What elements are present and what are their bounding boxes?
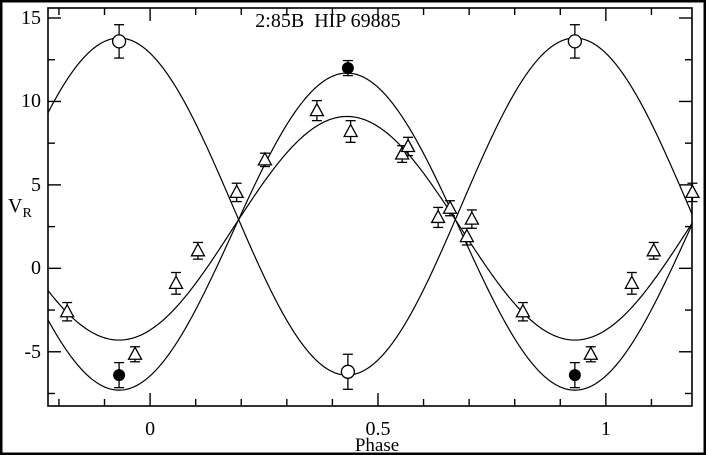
filled-circle-marker — [341, 62, 354, 75]
open-triangle-marker — [257, 151, 273, 166]
open-triangle-marker — [583, 345, 599, 360]
open-triangle-marker — [646, 242, 662, 257]
y-tick-label: -5 — [24, 340, 41, 363]
open-triangle-marker — [459, 228, 475, 243]
plot-frame — [47, 7, 693, 407]
y-axis-label-main: V — [8, 195, 23, 217]
open-triangle-marker — [309, 102, 325, 117]
open-triangle-marker — [464, 210, 480, 225]
open-triangle-marker — [229, 184, 245, 199]
open-circle-marker — [567, 34, 583, 49]
filled-circle-marker — [113, 369, 126, 382]
y-tick-label: 15 — [21, 7, 41, 29]
plot-title: 2:85B HIP 69885 — [255, 10, 401, 32]
open-triangle-marker — [515, 303, 531, 318]
open-triangle-marker — [442, 199, 458, 214]
primary-curve — [48, 37, 692, 376]
y-axis-label-subscript: R — [22, 206, 32, 221]
x-tick-label: 1 — [600, 418, 611, 440]
x-tick-label: 0.5 — [365, 418, 391, 440]
curves-layer — [48, 37, 692, 391]
open-triangle-marker — [127, 345, 143, 360]
filled-circle-marker — [568, 369, 581, 382]
x-tick-label: 0 — [145, 418, 156, 440]
open-circle-marker — [340, 364, 356, 379]
open-triangle-marker — [430, 209, 446, 224]
y-tick-label: 0 — [31, 257, 41, 280]
open-circle-marker — [111, 34, 127, 49]
open-triangle-marker — [394, 145, 410, 160]
open-triangle-marker — [684, 184, 701, 199]
y-tick-label: 10 — [21, 90, 41, 113]
x-axis-label: Phase — [354, 435, 400, 455]
y-axis-label: VR — [8, 196, 32, 221]
ticks-layer — [48, 8, 692, 406]
secondary-curve — [48, 72, 692, 391]
open-triangle-marker — [59, 303, 75, 318]
markers-layer — [59, 34, 701, 382]
y-tick-label: 5 — [31, 173, 41, 196]
open-triangle-marker — [168, 274, 184, 289]
open-triangle-marker — [624, 274, 640, 289]
open-triangle-marker — [343, 123, 359, 138]
open-triangle-marker — [400, 138, 416, 153]
tertiary-curve — [48, 115, 692, 341]
open-triangle-marker — [190, 242, 206, 257]
error-bars-layer — [62, 24, 698, 390]
